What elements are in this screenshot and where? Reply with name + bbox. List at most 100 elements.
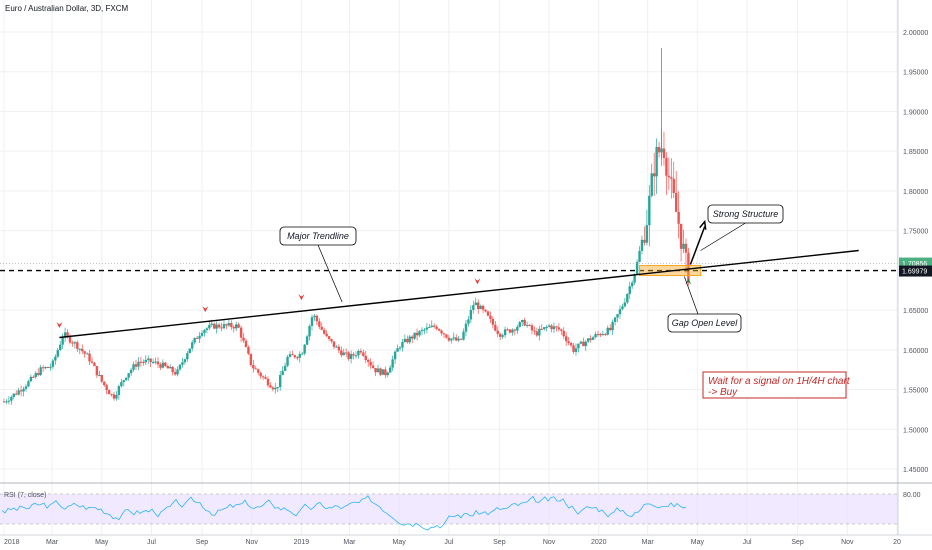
candle-body	[684, 243, 688, 253]
candle-body	[22, 388, 25, 392]
candle-body	[164, 362, 167, 366]
candle-body	[44, 367, 47, 369]
candle-body	[210, 323, 213, 325]
candle-body	[313, 315, 316, 318]
candle-body	[462, 331, 465, 340]
candle-body	[19, 390, 23, 392]
candle-body	[628, 286, 631, 295]
candle-body	[562, 330, 565, 337]
candle-body	[159, 364, 162, 368]
candle-body	[369, 361, 372, 366]
candle-body	[149, 358, 152, 363]
candle-body	[308, 325, 311, 337]
candle-body	[393, 351, 397, 360]
candle-body	[530, 325, 534, 331]
candle-body	[230, 323, 233, 328]
candle-body	[606, 327, 609, 335]
candle-body	[107, 390, 111, 395]
x-tick-label: Mar	[642, 539, 655, 546]
candle-body	[396, 348, 399, 352]
candle-body	[469, 309, 473, 320]
candle-body	[408, 336, 411, 343]
x-tick-label: Nov	[841, 539, 854, 546]
y-tick-label: 2.00000	[903, 30, 928, 37]
rsi-level-label: 80.00	[903, 492, 921, 499]
candle-body	[359, 350, 363, 353]
candle-body	[315, 315, 319, 322]
candle-body	[670, 177, 673, 179]
candle-body	[225, 324, 228, 326]
candle-body	[523, 319, 526, 326]
candle-body	[371, 365, 375, 369]
candle-body	[340, 350, 343, 356]
candle-body	[403, 338, 407, 342]
gap-callout-box	[667, 313, 742, 333]
candle-body	[455, 337, 458, 341]
candle-body	[496, 330, 499, 334]
candle-body	[364, 355, 367, 360]
candle-body	[281, 370, 284, 376]
candle-body	[472, 305, 475, 310]
candle-body	[93, 362, 96, 367]
candle-body	[227, 323, 231, 326]
x-tick-label: May	[95, 539, 109, 546]
candle-body	[205, 328, 209, 331]
candle-body	[437, 328, 441, 331]
rsi-line	[1, 495, 687, 531]
candle-body	[557, 327, 561, 330]
candle-body	[652, 173, 656, 177]
candle-body	[389, 367, 392, 373]
candle-body	[342, 352, 345, 356]
candle-body	[261, 376, 265, 378]
candle-body	[401, 341, 404, 348]
candle-body	[29, 376, 33, 382]
candle-body	[110, 394, 113, 396]
candle-body	[195, 337, 199, 339]
candle-body	[542, 327, 546, 330]
pivot-marker-icon	[202, 306, 209, 313]
candle-body	[242, 337, 245, 341]
y-tick-label: 1.75000	[903, 229, 928, 236]
arrow-head-icon	[699, 219, 707, 230]
candle-body	[616, 314, 619, 318]
candle-body	[83, 351, 86, 354]
candle-body	[406, 338, 409, 343]
candle-body	[486, 311, 490, 316]
candle-body	[239, 327, 243, 338]
candle-body	[604, 334, 607, 336]
candle-body	[151, 361, 155, 363]
candle-body	[5, 401, 8, 403]
candle-body	[665, 158, 668, 176]
candle-body	[503, 329, 507, 336]
candle-body	[232, 327, 235, 329]
major-trendline	[59, 249, 859, 339]
candle-body	[367, 359, 370, 362]
candle-body	[528, 324, 531, 326]
candle-body	[638, 250, 641, 262]
candle-body	[134, 364, 138, 367]
candle-body	[49, 366, 52, 368]
candle-body	[98, 375, 101, 377]
candle-body	[127, 373, 130, 378]
candle-body	[208, 324, 211, 329]
candle-body	[203, 330, 206, 333]
candle-body	[411, 336, 414, 339]
candle-body	[623, 302, 627, 307]
candle-body	[430, 325, 433, 328]
pivot-marker-icon	[298, 294, 305, 301]
pivot-marker-icon	[56, 321, 63, 328]
candle-body	[46, 367, 50, 369]
candle-body	[349, 354, 353, 359]
current-price-badge	[899, 257, 932, 269]
candle-body	[259, 372, 262, 377]
candle-body	[173, 372, 177, 375]
candle-body	[37, 373, 40, 375]
candle-body	[508, 329, 512, 333]
x-tick-label: Sep	[493, 539, 506, 546]
candle-body	[139, 361, 143, 363]
candle-body	[59, 344, 62, 351]
candle-body	[489, 315, 492, 319]
candle-body	[452, 337, 455, 339]
